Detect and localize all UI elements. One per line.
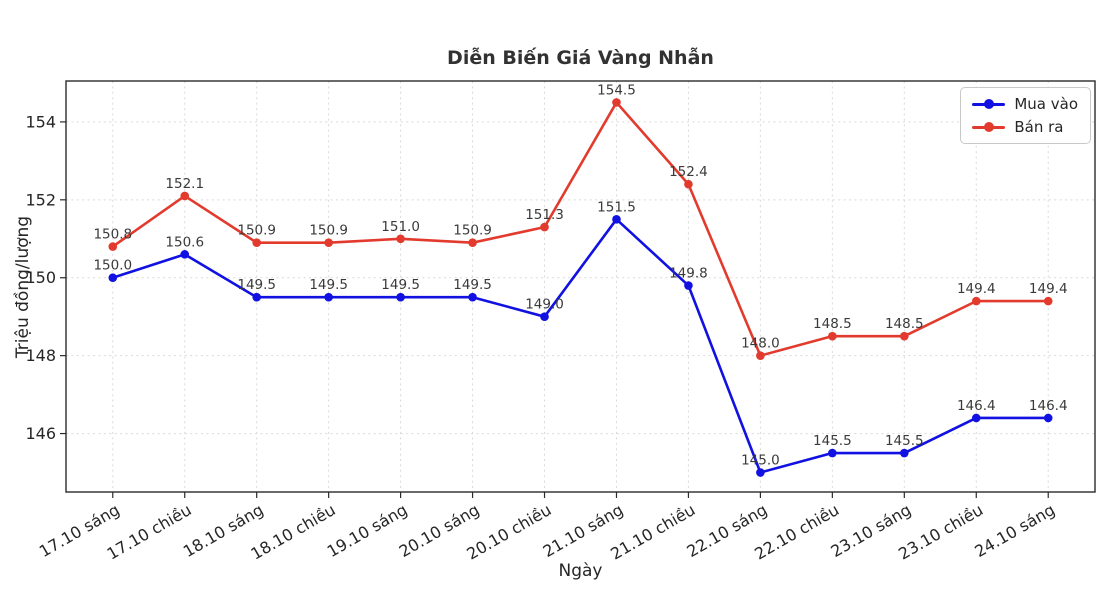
data-point-mua-vao: [396, 292, 405, 302]
data-point-mua-vao: [180, 250, 190, 259]
legend-marker-dot-icon: [983, 122, 994, 132]
data-point-ban-ra: [252, 238, 261, 247]
data-label-ban-ra: 154.5: [597, 82, 636, 98]
data-label-ban-ra: 149.4: [1029, 281, 1068, 297]
data-label-mua-vao: 145.5: [813, 433, 852, 449]
data-point-ban-ra: [900, 331, 909, 341]
data-point-ban-ra: [180, 191, 190, 201]
data-label-mua-vao: 149.5: [381, 277, 420, 293]
data-label-ban-ra: 152.4: [669, 164, 708, 180]
data-label-ban-ra: 150.9: [453, 223, 492, 239]
y-tick-label: 148: [25, 346, 56, 365]
y-tick-label: 152: [25, 190, 56, 209]
data-point-ban-ra: [1043, 296, 1053, 306]
data-point-ban-ra: [108, 242, 118, 251]
data-label-mua-vao: 146.4: [957, 398, 996, 414]
data-label-ban-ra: 149.4: [957, 281, 996, 297]
data-point-mua-vao: [1043, 413, 1053, 423]
data-point-mua-vao: [756, 468, 765, 477]
data-point-ban-ra: [468, 238, 477, 247]
data-point-ban-ra: [612, 98, 621, 107]
data-label-mua-vao: 149.5: [309, 277, 348, 293]
data-label-mua-vao: 149.8: [669, 266, 708, 282]
data-label-mua-vao: 150.6: [165, 234, 204, 250]
data-label-ban-ra: 148.5: [885, 316, 924, 332]
data-label-mua-vao: 146.4: [1029, 398, 1068, 414]
data-point-ban-ra: [684, 179, 693, 189]
data-label-mua-vao: 149.0: [525, 297, 564, 313]
y-gridlines: [66, 121, 1095, 435]
data-point-mua-vao: [828, 448, 837, 458]
data-label-mua-vao: 150.0: [93, 258, 132, 274]
legend-marker-dot-icon: [983, 99, 994, 109]
data-point-mua-vao: [108, 273, 118, 283]
legend-line-sample-icon: [972, 99, 1006, 109]
data-point-mua-vao: [468, 292, 477, 302]
x-tick-label: 19.10 sáng: [324, 500, 411, 561]
data-label-ban-ra: 150.9: [237, 223, 276, 239]
data-label-ban-ra: 148.0: [741, 336, 780, 352]
data-point-mua-vao: [971, 413, 981, 423]
plot-border: [65, 80, 1096, 493]
data-label-mua-vao: 145.5: [885, 433, 924, 449]
data-label-mua-vao: 145.0: [741, 453, 780, 469]
y-tick-labels: 146 148 150 152 154: [25, 112, 56, 443]
x-tick-label: 24.10 sáng: [971, 500, 1058, 561]
data-point-ban-ra: [540, 222, 549, 232]
data-point-mua-vao: [900, 448, 909, 458]
y-axis-title-box: Triệu đồng/lượng: [10, 81, 36, 492]
data-point-mua-vao: [612, 214, 621, 224]
y-tick-label: 150: [25, 268, 56, 287]
data-point-mua-vao: [252, 292, 261, 302]
legend-line-sample-icon: [972, 122, 1006, 132]
data-label-ban-ra: 150.9: [309, 223, 348, 239]
data-point-ban-ra: [756, 351, 765, 360]
y-axis-title: Triệu đồng/lượng: [13, 215, 33, 358]
data-point-mua-vao: [540, 312, 549, 321]
series-mua-vao: 150.0 150.6 149.5 149.5 149.5 149.5 149.0 151.5…: [93, 199, 1068, 477]
data-point-ban-ra: [828, 331, 837, 341]
data-label-mua-vao: 149.5: [237, 277, 276, 293]
legend-label-ban-ra: Bán ra: [1014, 118, 1064, 136]
axis-ticks: [60, 121, 1049, 498]
x-axis-title: Ngày: [558, 561, 603, 581]
data-label-mua-vao: 149.5: [453, 277, 492, 293]
series-line-mua-vao: [111, 217, 1050, 474]
data-label-ban-ra: 152.1: [165, 176, 204, 192]
data-point-ban-ra: [971, 296, 981, 306]
series-line-ban-ra: [111, 101, 1050, 357]
y-tick-label: 154: [25, 112, 56, 131]
legend: Mua vào Bán ra: [960, 87, 1091, 144]
data-label-ban-ra: 151.0: [381, 219, 420, 235]
y-tick-label: 146: [25, 424, 56, 443]
legend-label-mua-vao: Mua vào: [1014, 95, 1078, 113]
legend-item-ban-ra: Bán ra: [972, 119, 1078, 135]
data-point-mua-vao: [684, 281, 693, 290]
data-label-ban-ra: 151.3: [525, 207, 564, 223]
data-point-ban-ra: [324, 238, 333, 247]
legend-item-mua-vao: Mua vào: [972, 96, 1078, 112]
data-label-ban-ra: 150.8: [93, 227, 132, 243]
data-point-mua-vao: [324, 292, 333, 302]
data-label-ban-ra: 148.5: [813, 316, 852, 332]
data-point-ban-ra: [396, 234, 405, 244]
series-ban-ra: 150.8 152.1 150.9 150.9 151.0 150.9 151.3 154.5…: [93, 82, 1068, 360]
data-label-mua-vao: 151.5: [597, 199, 636, 215]
chart-title: Diễn Biến Giá Vàng Nhẫn: [447, 47, 714, 69]
